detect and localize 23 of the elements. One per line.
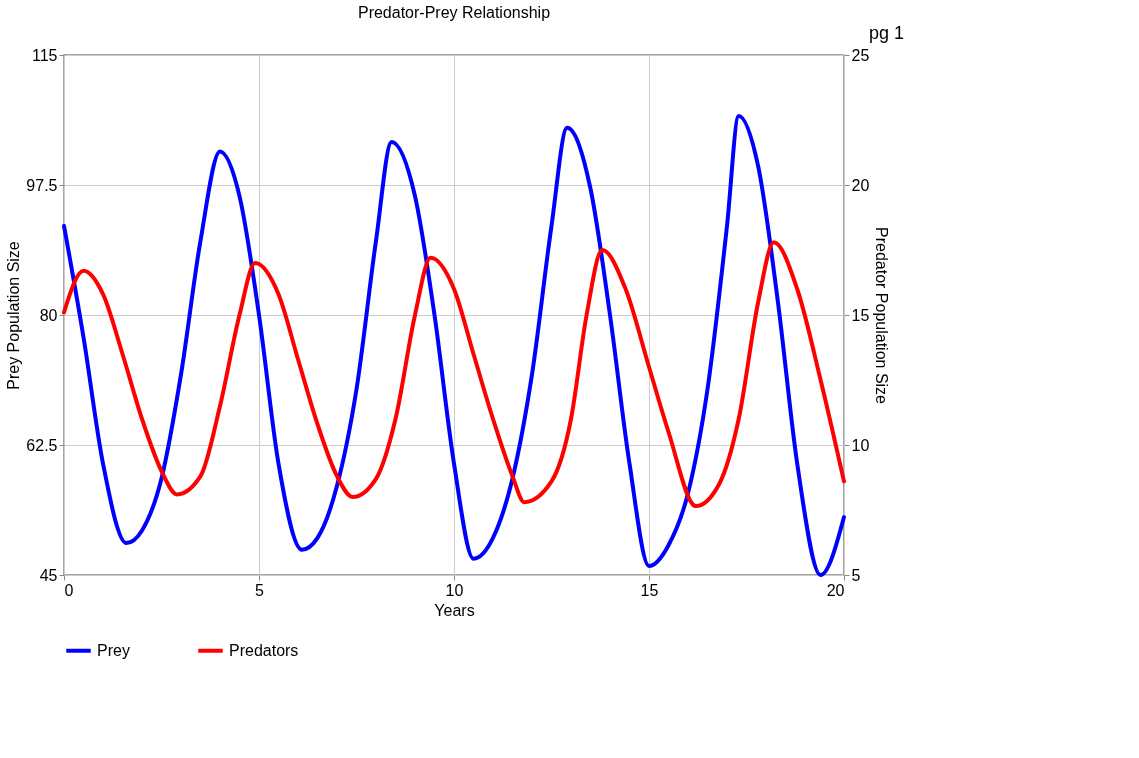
y-tick-label: 80 [39, 306, 58, 324]
legend-label: Predators [229, 641, 299, 659]
chart-title: Predator-Prey Relationship [357, 4, 551, 21]
x-tick-label: 20 [826, 581, 845, 599]
y2-tick-label: 25 [851, 46, 870, 64]
x-tick-label: 5 [255, 581, 265, 599]
y-tick-label: 45 [39, 566, 58, 584]
y-tick-label: 62.5 [26, 436, 58, 454]
legend-label: Prey [97, 641, 130, 659]
y2-tick-label: 20 [851, 176, 870, 194]
x-tick-label: 15 [640, 581, 659, 599]
line-series [62, 240, 846, 509]
y2-tick-label: 10 [851, 436, 870, 454]
y-tick-label: 115 [31, 46, 58, 64]
y-tick-label: 97.5 [26, 176, 58, 194]
y2-axis-title: Predator Population Size [873, 227, 891, 405]
y2-tick-label: 5 [851, 566, 861, 584]
y2-tick-label: 15 [851, 306, 870, 324]
x-axis-title: Years [434, 601, 475, 619]
x-tick-label: 10 [445, 581, 464, 599]
text: pg 1 [868, 23, 904, 43]
y-axis-title: Prey Population Size [5, 241, 23, 390]
x-tick-label: 0 [64, 581, 74, 599]
